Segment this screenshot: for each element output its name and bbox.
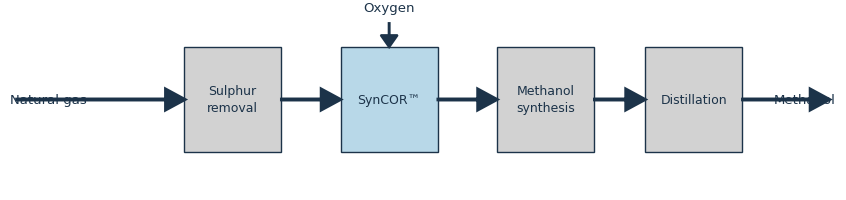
FancyArrow shape [595, 90, 645, 110]
Text: Methanol: Methanol [774, 94, 836, 106]
FancyBboxPatch shape [184, 48, 281, 152]
FancyArrow shape [743, 90, 829, 110]
FancyArrow shape [381, 24, 398, 48]
Text: Methanol
synthesis: Methanol synthesis [516, 85, 575, 115]
Text: Oxygen: Oxygen [364, 2, 415, 14]
FancyBboxPatch shape [645, 48, 742, 152]
Text: Sulphur
removal: Sulphur removal [207, 85, 258, 115]
FancyArrow shape [438, 90, 497, 110]
FancyArrow shape [282, 90, 340, 110]
Text: Natural gas: Natural gas [10, 94, 87, 106]
FancyArrow shape [17, 90, 184, 110]
Text: Distillation: Distillation [661, 94, 727, 106]
FancyBboxPatch shape [340, 48, 438, 152]
Text: SynCOR™: SynCOR™ [358, 94, 420, 106]
FancyBboxPatch shape [497, 48, 594, 152]
